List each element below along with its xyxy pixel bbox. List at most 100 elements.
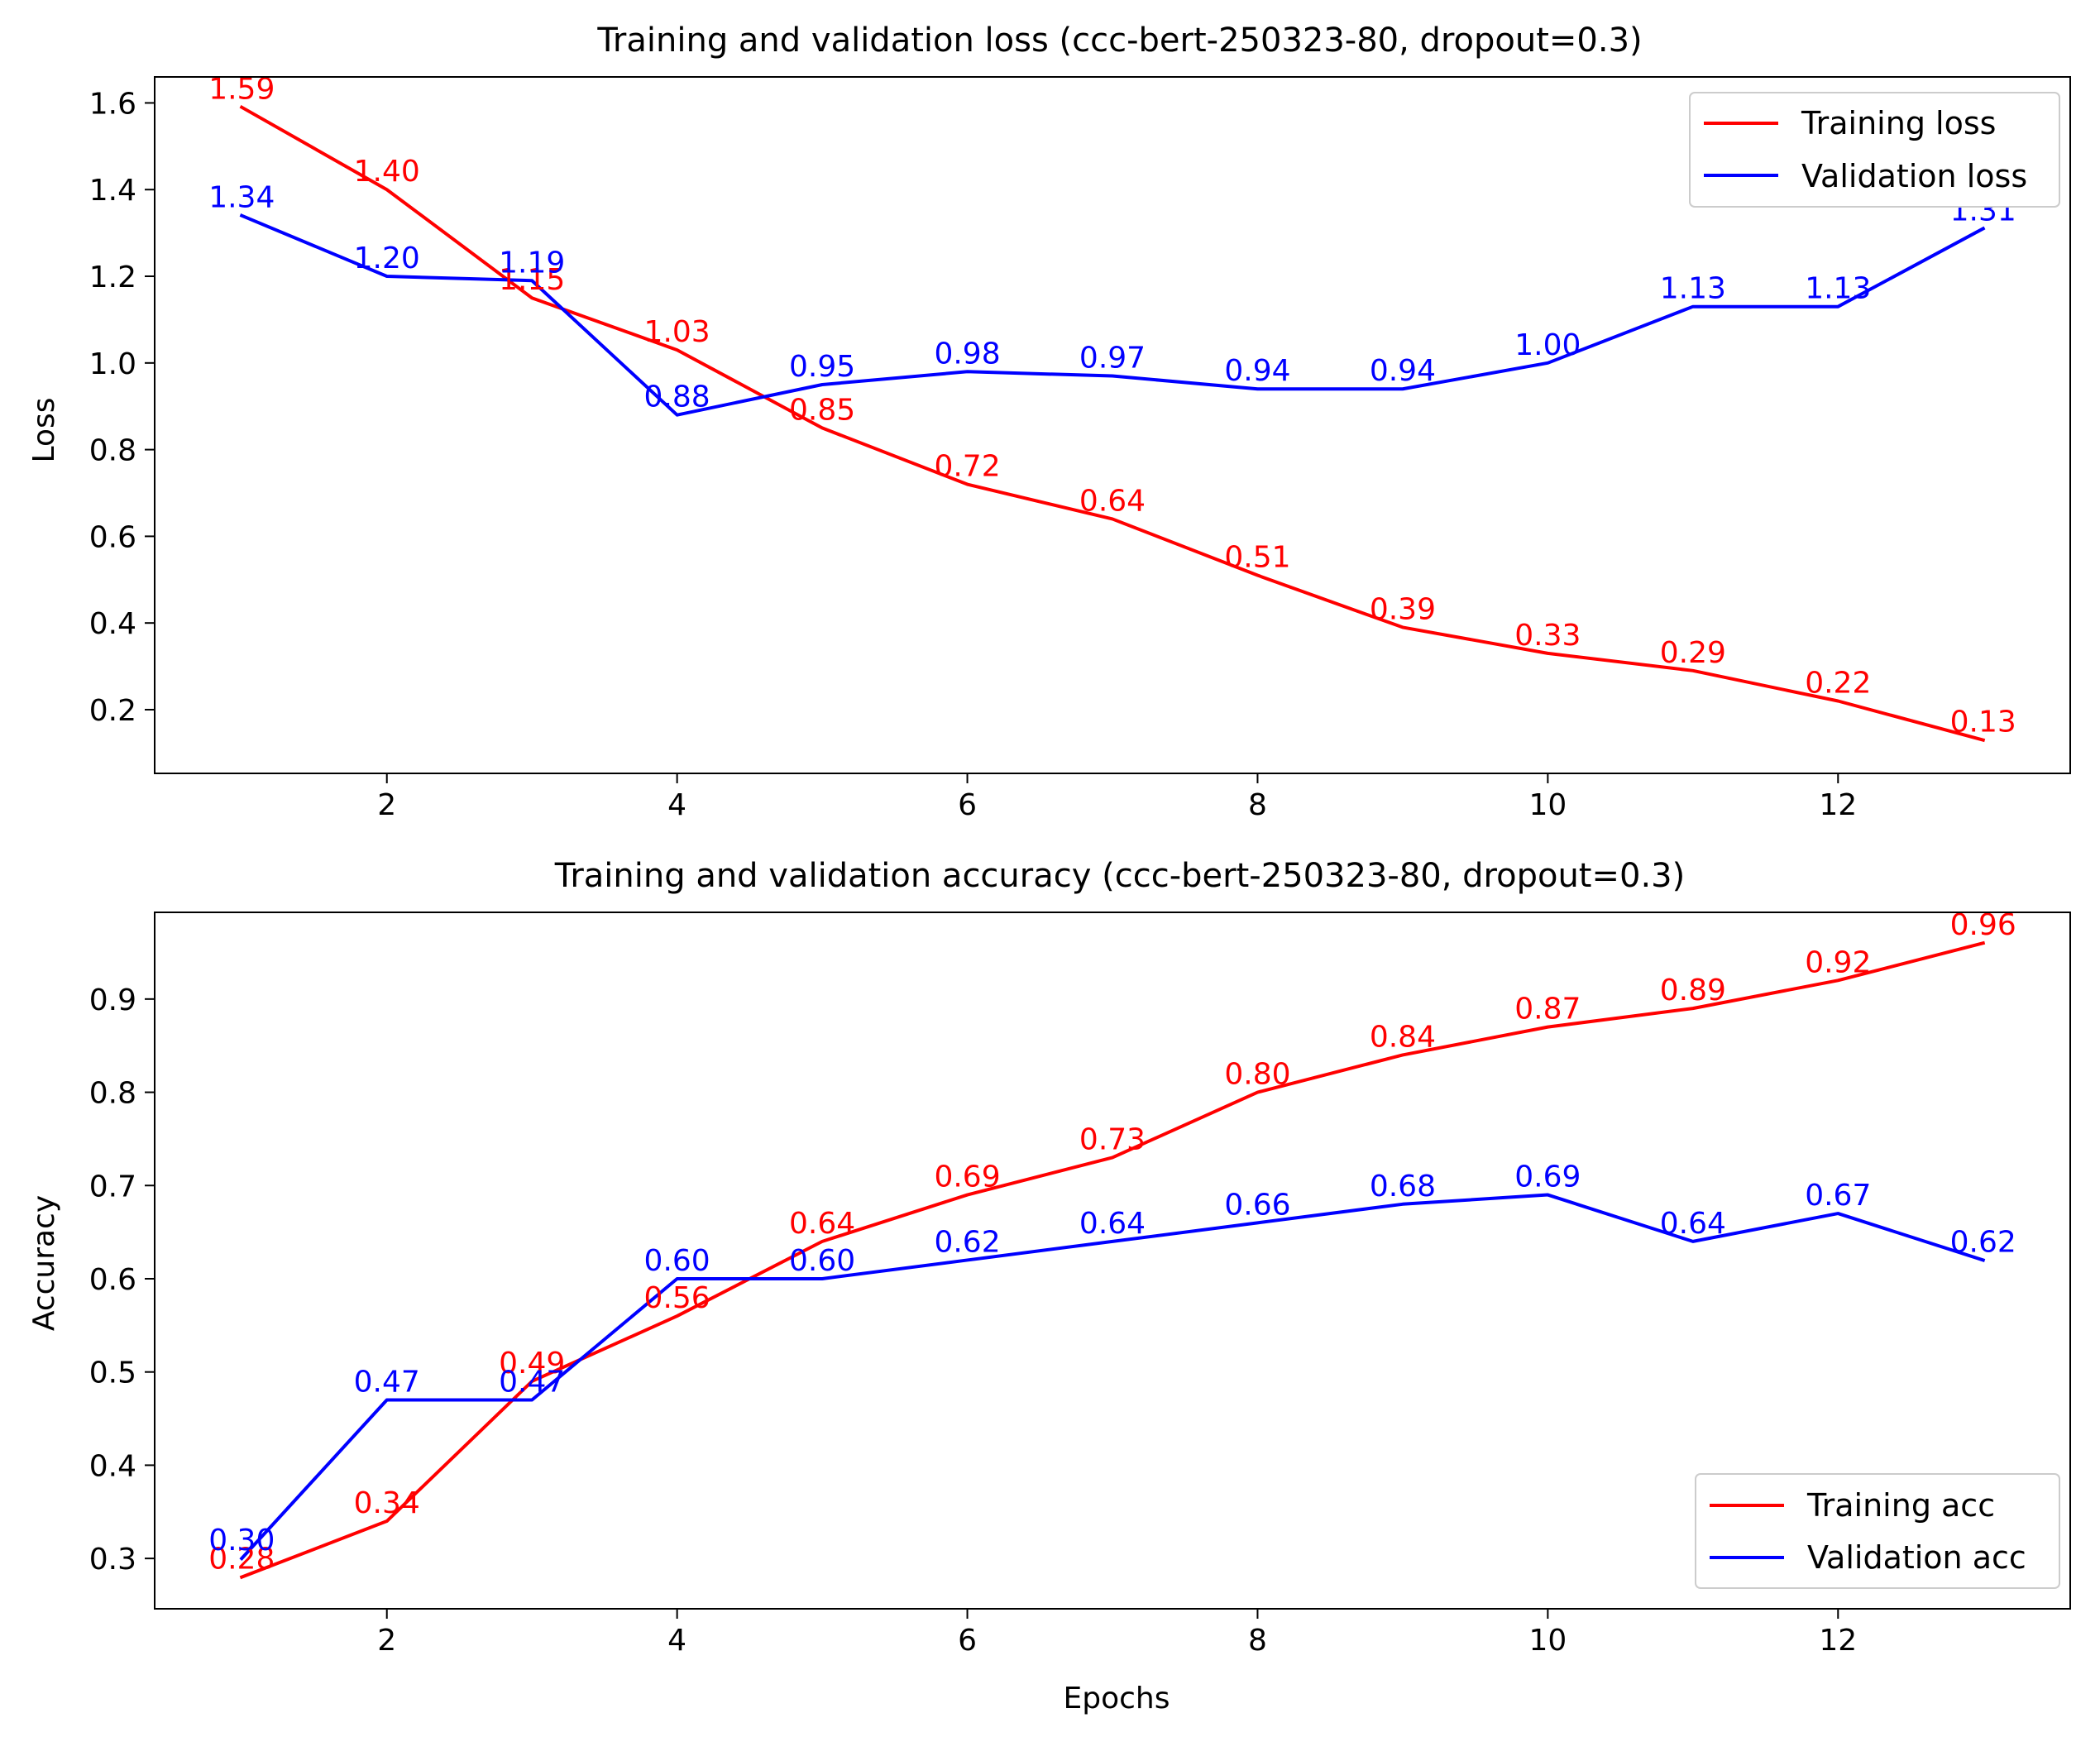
data-label-training-acc: 0.73 — [1079, 1122, 1146, 1156]
legend-label-training-loss: Training loss — [1801, 105, 1996, 141]
accuracy-y-axis-label: Accuracy — [27, 1195, 61, 1331]
accuracy-panel: Training and validation accuracy (ccc-be… — [27, 857, 2071, 1715]
data-label-validation-loss: 1.13 — [1660, 272, 1726, 306]
accuracy-x-tick-label: 10 — [1528, 1624, 1567, 1658]
loss-x-tick-label: 10 — [1528, 788, 1567, 822]
legend-label-validation-loss: Validation loss — [1801, 158, 2027, 194]
data-label-validation-acc: 0.69 — [1514, 1160, 1581, 1194]
data-label-training-acc: 0.87 — [1514, 993, 1581, 1026]
data-label-training-loss: 0.72 — [934, 450, 1000, 484]
legend-label-validation-acc: Validation acc — [1807, 1539, 2026, 1576]
loss-y-axis-label: Loss — [27, 398, 61, 463]
data-label-validation-acc: 0.47 — [354, 1366, 420, 1400]
accuracy-x-tick-label: 2 — [377, 1624, 396, 1658]
loss-y-tick-label: 1.0 — [89, 347, 136, 381]
loss-x-tick-label: 4 — [667, 788, 686, 822]
data-label-training-loss: 0.51 — [1224, 541, 1290, 575]
data-label-training-loss: 1.15 — [499, 263, 565, 297]
data-label-training-acc: 0.84 — [1370, 1020, 1436, 1054]
series-line-validation-loss — [239, 213, 1986, 417]
data-label-validation-loss: 0.94 — [1224, 354, 1290, 388]
accuracy-chart-title: Training and validation accuracy (ccc-be… — [554, 857, 1685, 895]
data-label-validation-loss: 1.19 — [499, 246, 565, 280]
accuracy-legend-box — [1695, 1473, 2060, 1589]
data-label-validation-loss: 1.00 — [1514, 328, 1581, 362]
loss-y-tick-label: 0.6 — [89, 520, 136, 554]
data-label-validation-loss: 1.13 — [1805, 272, 1871, 306]
data-label-validation-loss: 0.88 — [644, 380, 710, 414]
data-label-validation-acc: 0.64 — [1660, 1207, 1726, 1241]
data-label-validation-acc: 0.64 — [1079, 1207, 1146, 1241]
loss-y-tick-label: 0.4 — [89, 607, 136, 641]
accuracy-x-axis-label: Epochs — [1064, 1682, 1170, 1715]
accuracy-plot-area: 2 4 6 8 10 12 0.3 0.4 0.5 0.6 0.7 0.8 0.9 0.28 0.34 0.4… — [89, 908, 2071, 1658]
data-label-validation-acc: 0.60 — [644, 1244, 710, 1278]
loss-x-tick-label: 2 — [377, 788, 396, 822]
data-label-training-loss: 0.39 — [1370, 592, 1436, 626]
data-label-training-loss: 0.22 — [1805, 666, 1871, 700]
data-label-training-loss: 0.29 — [1660, 636, 1726, 670]
accuracy-x-tick-label: 4 — [667, 1624, 686, 1658]
accuracy-x-tick-label: 6 — [958, 1624, 977, 1658]
data-label-training-acc: 0.80 — [1224, 1058, 1290, 1092]
data-label-training-acc: 0.49 — [499, 1347, 565, 1381]
accuracy-y-tick-label: 0.4 — [89, 1449, 136, 1483]
data-label-validation-acc: 0.66 — [1224, 1188, 1290, 1222]
data-label-validation-acc: 0.62 — [1950, 1225, 2016, 1259]
legend-label-training-acc: Training acc — [1806, 1487, 1995, 1524]
accuracy-y-tick-label: 0.6 — [89, 1263, 136, 1297]
data-label-training-loss: 0.64 — [1079, 484, 1146, 518]
loss-legend-box — [1689, 92, 2060, 208]
data-label-training-acc: 0.69 — [934, 1160, 1000, 1194]
loss-y-tick-label: 1.4 — [89, 174, 136, 208]
series-line-training-loss — [239, 104, 1986, 743]
data-label-validation-loss: 0.98 — [934, 337, 1000, 371]
data-label-training-loss: 0.33 — [1514, 619, 1581, 653]
accuracy-y-tick-label: 0.3 — [89, 1543, 136, 1577]
data-label-training-acc: 0.64 — [789, 1207, 855, 1241]
accuracy-y-tick-label: 0.5 — [89, 1357, 136, 1390]
accuracy-y-tick-label: 0.8 — [89, 1077, 136, 1111]
series-line-training-acc — [239, 940, 1986, 1580]
data-label-validation-loss: 0.94 — [1370, 354, 1436, 388]
data-label-validation-acc: 0.30 — [208, 1524, 275, 1558]
data-label-training-loss: 1.03 — [644, 315, 710, 349]
data-label-validation-acc: 0.67 — [1805, 1179, 1871, 1213]
accuracy-y-tick-label: 0.7 — [89, 1170, 136, 1203]
data-label-training-acc: 0.96 — [1950, 908, 2016, 942]
data-label-training-loss: 0.85 — [789, 393, 855, 427]
data-label-validation-acc: 0.60 — [789, 1244, 855, 1278]
accuracy-x-tick-label: 8 — [1248, 1624, 1267, 1658]
data-label-training-loss: 0.13 — [1950, 706, 2016, 739]
data-label-validation-loss: 1.34 — [208, 181, 275, 215]
accuracy-legend: Training acc Validation acc — [1695, 1473, 2060, 1589]
accuracy-x-tick-label: 12 — [1819, 1624, 1857, 1658]
data-label-validation-acc: 0.47 — [499, 1366, 565, 1400]
data-label-training-acc: 0.92 — [1805, 945, 1871, 979]
data-label-validation-loss: 1.20 — [354, 242, 420, 275]
data-label-training-loss: 1.40 — [354, 155, 420, 189]
loss-y-tick-label: 1.2 — [89, 261, 136, 294]
accuracy-axes-frame — [154, 912, 2071, 1610]
loss-chart-title: Training and validation loss (ccc-bert-2… — [596, 22, 1642, 60]
data-label-validation-acc: 0.62 — [934, 1225, 1000, 1259]
loss-y-tick-label: 1.6 — [89, 87, 136, 121]
loss-x-tick-label: 12 — [1819, 788, 1857, 822]
data-label-training-acc: 0.56 — [644, 1281, 710, 1315]
series-line-validation-acc — [239, 1193, 1986, 1561]
loss-axes-frame — [154, 76, 2071, 774]
data-label-training-acc: 0.34 — [354, 1486, 420, 1520]
data-label-training-loss: 1.59 — [208, 73, 275, 107]
data-label-training-acc: 0.89 — [1660, 974, 1726, 1007]
loss-legend: Training loss Validation loss — [1689, 92, 2060, 208]
data-label-validation-loss: 0.95 — [789, 350, 855, 384]
loss-panel: Training and validation loss (ccc-bert-2… — [27, 22, 2071, 822]
data-label-training-acc: 0.28 — [208, 1543, 275, 1577]
loss-y-tick-label: 0.2 — [89, 694, 136, 728]
loss-x-tick-label: 8 — [1248, 788, 1267, 822]
accuracy-y-tick-label: 0.9 — [89, 983, 136, 1017]
loss-y-tick-label: 0.8 — [89, 434, 136, 468]
data-label-validation-acc: 0.68 — [1370, 1170, 1436, 1203]
loss-x-tick-label: 6 — [958, 788, 977, 822]
